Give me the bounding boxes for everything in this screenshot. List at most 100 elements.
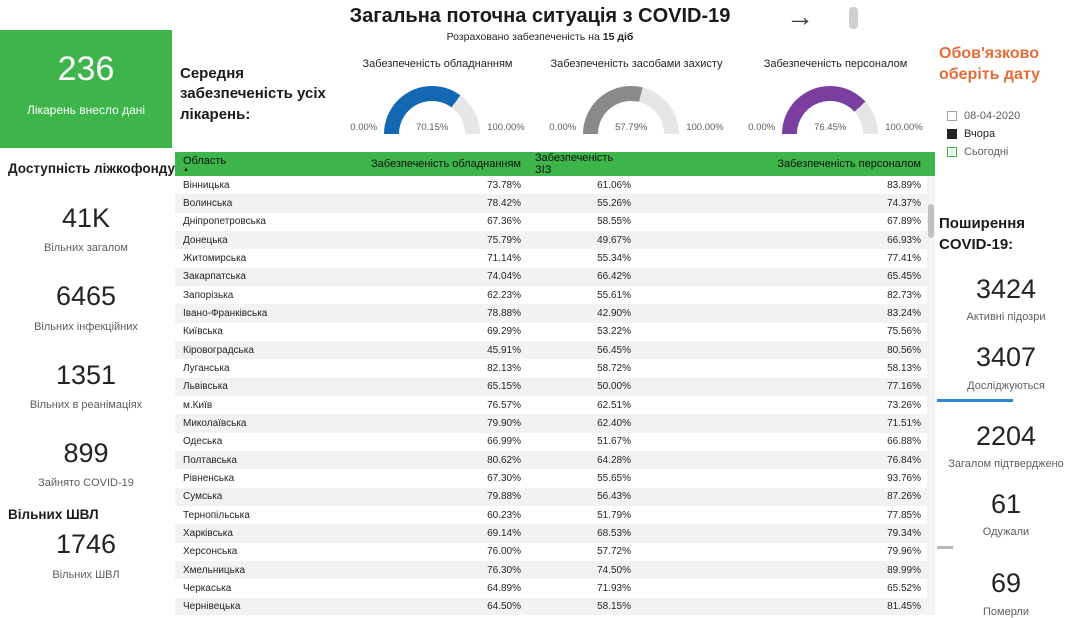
subtitle-text: Розраховано забезпеченість на xyxy=(446,31,603,43)
column-header[interactable]: Область ▲ xyxy=(175,152,340,176)
gauge-row: 0.00% 76.45% 100.00% xyxy=(748,86,923,134)
covid-spread-heading: Поширення COVID-19: xyxy=(939,215,1026,253)
kpi-label: Померли xyxy=(982,605,1029,618)
column-header[interactable]: Забезпеченість обладнанням xyxy=(340,152,535,176)
value-cell: 61.06% xyxy=(597,179,631,191)
left-stats-panel: 236 Лікарень внесло дані Доступність ліж… xyxy=(0,0,179,615)
region-cell: Рівненська xyxy=(183,472,235,484)
checkbox-icon[interactable] xyxy=(947,147,957,157)
value-cell: 58.72% xyxy=(597,362,631,374)
value-cell: 87.26% xyxy=(887,491,921,503)
date-option-label: Вчора xyxy=(964,128,996,140)
gauge-arc: 57.79% xyxy=(583,86,680,134)
gauge-max-label: 100.00% xyxy=(686,122,724,133)
subtitle-days: 15 діб xyxy=(602,31,634,43)
value-cell: 64.50% xyxy=(487,601,521,613)
gauge-value-callout: 70.15% xyxy=(416,122,449,133)
table-row[interactable]: Кіровоградська 45.91% 56.45% 80.56% xyxy=(175,340,935,360)
table-row[interactable]: Вінницька 73.78% 61.06% 83.89% xyxy=(175,176,935,194)
kpi-value: 61 xyxy=(990,489,1022,520)
value-cell: 71.14% xyxy=(487,252,521,264)
value-cell: 77.41% xyxy=(887,252,921,264)
table-row[interactable]: Рівненська 67.30% 55.65% 93.76% xyxy=(175,469,935,487)
scrollbar-thumb[interactable] xyxy=(928,204,934,238)
kpi-card: 1351 Вільних в реанімаціях xyxy=(0,360,172,411)
region-cell: Запорізька xyxy=(183,289,234,301)
table-row[interactable]: Запорізька 62.23% 55.61% 82.73% xyxy=(175,286,935,304)
page-subtitle: Розраховано забезпеченість на 15 діб xyxy=(240,31,840,43)
table-row[interactable]: Тернопільська 60.23% 51.79% 77.85% xyxy=(175,506,935,524)
gauges-list: Забезпеченість обладнанням 0.00% 70.15% 100… xyxy=(338,52,935,134)
table-row[interactable]: Донецька 75.79% 49.67% 66.93% xyxy=(175,230,935,250)
value-cell: 73.78% xyxy=(487,179,521,191)
table-row[interactable]: Дніпропетровська 67.36% 58.55% 67.89% xyxy=(175,213,935,231)
gauge-max-label: 100.00% xyxy=(487,122,525,133)
kpi-value: 1746 xyxy=(55,529,117,560)
table-row[interactable]: Хмельницька 76.30% 74.50% 89.99% xyxy=(175,560,935,580)
value-cell: 78.42% xyxy=(487,197,521,209)
table-row[interactable]: Івано-Франківська 78.88% 42.90% 83.24% xyxy=(175,304,935,323)
value-cell: 74.04% xyxy=(487,271,521,283)
value-cell: 89.99% xyxy=(887,564,921,576)
table-row[interactable]: Луганська 82.13% 58.72% 58.13% xyxy=(175,359,935,377)
gauge: Забезпеченість персоналом 0.00% 76.45% 100.… xyxy=(736,52,935,134)
region-cell: Миколаївська xyxy=(183,417,247,429)
value-cell: 58.13% xyxy=(887,362,921,374)
table-row[interactable]: Сумська 79.88% 56.43% 87.26% xyxy=(175,487,935,506)
checkbox-icon[interactable] xyxy=(947,111,957,121)
gauge-value-callout: 76.45% xyxy=(814,122,847,133)
table-row[interactable]: Черкаська 64.89% 71.93% 65.52% xyxy=(175,579,935,597)
gauges-section: Середня забезпеченість усіх лікарень: За… xyxy=(175,52,935,152)
table-row[interactable]: м.Київ 76.57% 62.51% 73.26% xyxy=(175,396,935,414)
column-header[interactable]: Забезпеченість ЗІЗ xyxy=(535,152,645,176)
column-header[interactable]: Забезпеченість персоналом xyxy=(645,152,935,176)
value-cell: 67.30% xyxy=(487,472,521,484)
scrollbar-thumb[interactable] xyxy=(849,7,858,29)
column-header-label: Забезпеченість обладнанням xyxy=(371,158,521,170)
table-row[interactable]: Чернівецька 64.50% 58.15% 81.45% xyxy=(175,597,935,615)
column-header-label: Забезпеченість ЗІЗ xyxy=(535,152,614,176)
date-option-label: Сьогодні xyxy=(964,146,1009,158)
table-row[interactable]: Волинська 78.42% 55.26% 74.37% xyxy=(175,194,935,213)
region-cell: Тернопільська xyxy=(183,509,250,521)
date-option[interactable]: Вчора xyxy=(947,125,1075,143)
table-row[interactable]: Херсонська 76.00% 57.72% 79.96% xyxy=(175,543,935,561)
value-cell: 76.57% xyxy=(487,399,521,411)
date-option[interactable]: 08-04-2020 xyxy=(947,107,1075,125)
table-row[interactable]: Львівська 65.15% 50.00% 77.16% xyxy=(175,377,935,396)
value-cell: 68.53% xyxy=(597,527,631,539)
table-row[interactable]: Миколаївська 79.90% 62.40% 71.51% xyxy=(175,414,935,433)
table-row[interactable]: Київська 69.29% 53.22% 75.56% xyxy=(175,323,935,341)
kpi-card: 69 Померли xyxy=(937,568,1075,618)
gauge-title: Забезпеченість персоналом xyxy=(763,58,908,70)
table-row[interactable]: Полтавська 80.62% 64.28% 76.84% xyxy=(175,450,935,470)
gauge-arc: 70.15% xyxy=(384,86,481,134)
value-cell: 65.52% xyxy=(887,582,921,594)
kpi-value: 2204 xyxy=(975,420,1037,451)
kpi-value: 69 xyxy=(990,568,1022,599)
value-cell: 74.50% xyxy=(597,564,631,576)
value-cell: 83.24% xyxy=(887,307,921,319)
date-option[interactable]: Сьогодні xyxy=(947,143,1075,161)
table-row[interactable]: Харківська 69.14% 68.53% 79.34% xyxy=(175,524,935,543)
hospitals-reported-card: 236 Лікарень внесло дані xyxy=(0,30,172,148)
gauge-arc: 76.45% xyxy=(782,86,879,134)
next-page-arrow-icon[interactable]: → xyxy=(786,1,814,32)
table-row[interactable]: Закарпатська 74.04% 66.42% 65.45% xyxy=(175,267,935,286)
table-row[interactable]: Одеська 66.99% 51.67% 66.88% xyxy=(175,433,935,451)
date-required-notice: Обов'язково оберіть дату xyxy=(937,43,1075,85)
value-cell: 67.36% xyxy=(487,216,521,228)
value-cell: 75.79% xyxy=(487,234,521,246)
kpi-label: Вільних ШВЛ xyxy=(52,568,120,581)
ventilators-heading: Вільних ШВЛ xyxy=(8,507,99,523)
region-cell: Волинська xyxy=(183,197,233,209)
checkbox-icon[interactable] xyxy=(947,129,957,139)
table-scrollbar[interactable] xyxy=(927,176,935,615)
column-header-label: Область xyxy=(183,154,227,167)
table-row[interactable]: Житомирська 71.14% 55.34% 77.41% xyxy=(175,249,935,267)
region-cell: Полтавська xyxy=(183,454,237,466)
value-cell: 65.15% xyxy=(487,381,521,393)
region-cell: Дніпропетровська xyxy=(183,216,266,228)
region-cell: Чернівецька xyxy=(183,601,241,613)
value-cell: 75.56% xyxy=(887,326,921,338)
